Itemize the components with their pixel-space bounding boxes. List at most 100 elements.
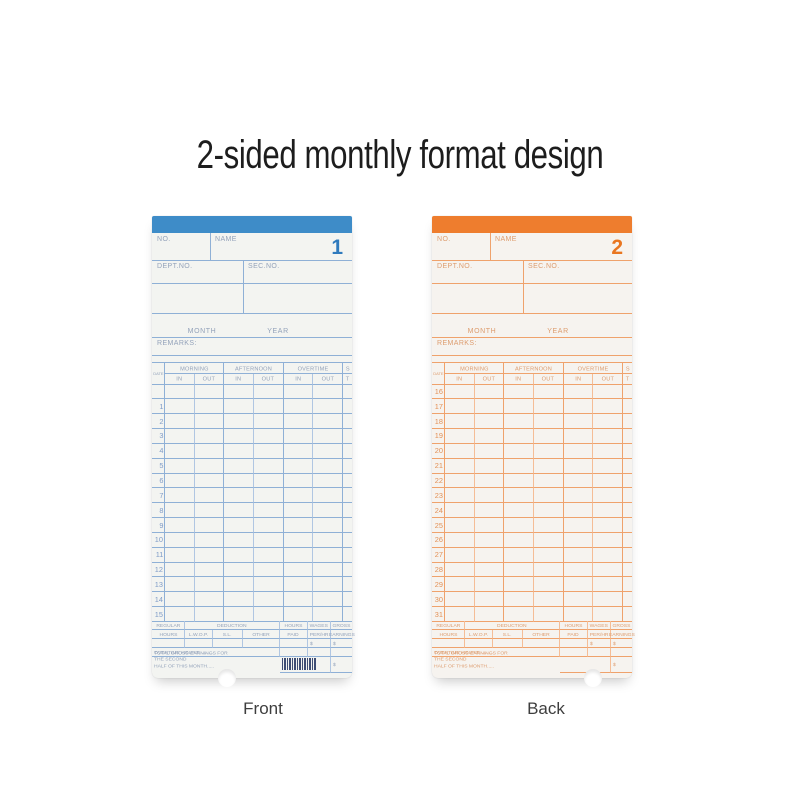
value-cell <box>243 639 280 648</box>
entry-cell <box>283 518 314 533</box>
date-cell: 20 <box>432 443 445 459</box>
entry-cell <box>563 518 594 533</box>
entry-cell <box>253 518 284 533</box>
barcode-area <box>560 657 611 673</box>
dept-field: DEPT.NO. <box>152 260 244 283</box>
group-header-morning: MORNING <box>165 363 225 374</box>
date-cell <box>152 384 165 400</box>
entry-cell <box>533 384 564 400</box>
name-label: NAME <box>495 236 517 243</box>
day-number: 26 <box>434 535 444 544</box>
entry-cell <box>563 384 594 400</box>
entry-cell <box>194 458 225 474</box>
entry-cell <box>533 429 564 444</box>
entry-cell <box>313 518 343 533</box>
day-number: 7 <box>158 491 164 500</box>
entry-cell <box>593 518 623 533</box>
value-cell <box>280 648 308 657</box>
entry-cell <box>283 532 314 548</box>
group-header-text: AFTERNOON <box>234 364 273 372</box>
date-cell: 3 <box>152 429 165 444</box>
inout-header: OUT <box>194 374 225 385</box>
entry-cell <box>445 607 475 622</box>
entry-cell <box>342 592 352 608</box>
sec-label: SEC.NO. <box>248 263 280 270</box>
entry-cell <box>342 577 352 593</box>
group-header-text: OVERTIME <box>577 364 609 372</box>
entry-cell <box>593 473 623 489</box>
st-header-s: S <box>622 363 632 374</box>
entry-cell <box>445 532 475 548</box>
entry-cell <box>622 385 632 400</box>
sec-field: SEC.NO. <box>243 260 352 283</box>
st-t-text: T <box>345 375 350 382</box>
wages-header-text: WAGES <box>589 622 609 628</box>
deduction-header-text: DEDUCTION <box>497 622 527 628</box>
group-header-text: MORNING <box>179 364 209 372</box>
dollar-cell-text: $ <box>613 640 616 646</box>
value-cell <box>308 648 331 657</box>
entry-cell <box>622 533 632 548</box>
entry-cell <box>593 562 623 578</box>
entry-cell <box>224 607 254 622</box>
group-header-afternoon: AFTERNOON <box>504 363 564 374</box>
date-cell: 6 <box>152 473 165 489</box>
date-cell: 29 <box>432 577 445 593</box>
other-header-text: OTHER <box>532 631 550 637</box>
group-header-text: MORNING <box>459 364 489 372</box>
entry-cell <box>342 503 352 519</box>
deduction-header-text: DEDUCTION <box>217 622 247 628</box>
entry-cell <box>253 607 284 622</box>
entry-cell <box>533 577 564 593</box>
entry-cell <box>622 518 632 533</box>
row-blank <box>432 283 632 314</box>
regular-hours-sub-text: HOURS <box>439 631 457 637</box>
entry-cell <box>194 384 225 400</box>
entry-cell <box>224 384 254 400</box>
month-year-line: MONTH YEAR <box>432 320 632 338</box>
entry-cell <box>504 592 534 608</box>
entry-cell <box>445 399 475 415</box>
value-cell <box>432 639 465 648</box>
date-cell: 24 <box>432 503 445 519</box>
date-cell: 14 <box>152 592 165 608</box>
entry-cell <box>445 577 475 593</box>
entry-cell <box>313 384 343 400</box>
entry-cell <box>445 518 475 533</box>
entry-cell <box>622 577 632 593</box>
timecard-front: NO. NAME 1 DEPT.NO. SEC.NO. MONTH YEAR REMARKS:… <box>152 216 354 687</box>
entry-cell <box>593 384 623 400</box>
st-s-text: S <box>345 364 350 372</box>
entry-cell <box>474 577 505 593</box>
card-number: 1 <box>331 236 343 259</box>
entry-cell <box>342 459 352 474</box>
st-header-s: S <box>342 363 352 374</box>
entry-cell <box>253 577 284 593</box>
st-header-t: T <box>342 374 352 385</box>
entry-cell <box>563 577 594 593</box>
inout-text: OUT <box>202 375 216 382</box>
entry-cell <box>445 414 475 430</box>
value-cell <box>523 639 560 648</box>
row-dept-sec: DEPT.NO. SEC.NO. <box>152 260 352 284</box>
entry-cell <box>342 518 352 533</box>
entry-cell <box>593 429 623 444</box>
entry-cell <box>313 503 343 519</box>
day-number: 2 <box>158 416 164 426</box>
entry-cell <box>165 399 195 415</box>
entry-cell <box>474 488 505 504</box>
entry-cell <box>533 607 564 622</box>
other-header-text: OTHER <box>252 631 270 637</box>
entry-cell <box>474 562 505 578</box>
entry-cell <box>224 503 254 519</box>
other-header: OTHER <box>243 630 280 639</box>
entry-cell <box>533 399 564 415</box>
dollar-cell: $ <box>611 639 632 648</box>
sl-header: S.L. <box>213 630 243 639</box>
entry-cell <box>224 518 254 533</box>
card-color-bar <box>152 216 352 233</box>
entry-cell <box>342 399 352 415</box>
entry-cell <box>342 385 352 400</box>
entry-cell <box>474 443 505 459</box>
date-cell: 17 <box>432 399 445 415</box>
